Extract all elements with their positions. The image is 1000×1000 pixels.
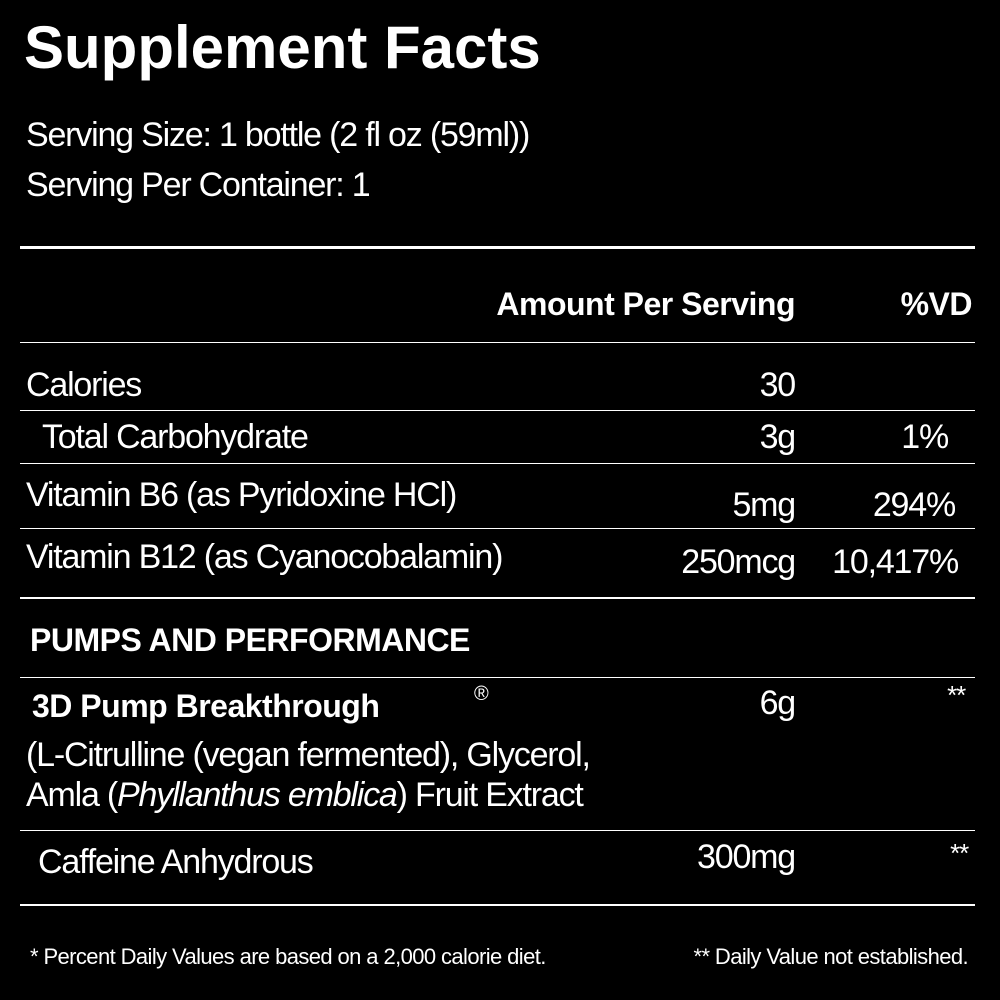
rule (20, 246, 975, 249)
row-name: Calories (26, 366, 142, 404)
row-dv: 10,417% (832, 543, 959, 581)
rule (20, 904, 975, 906)
rule (20, 342, 975, 343)
rule (20, 410, 975, 411)
blend-dv: ** (947, 680, 966, 710)
blend-description: (L-Citrulline (vegan fermented), Glycero… (26, 736, 591, 774)
blend-name: 3D Pump Breakthrough (32, 688, 380, 724)
servings-per-container: Serving Per Container: 1 (26, 166, 371, 204)
text: ) Fruit Extract (396, 776, 584, 814)
blend-description: Amla (Phyllanthus emblica) Fruit Extract (26, 776, 584, 814)
latin-name: Phyllanthus emblica (117, 776, 398, 814)
row-name: Vitamin B12 (as Cyanocobalamin) (26, 538, 503, 576)
footnote: ** Daily Value not established. (693, 944, 968, 969)
row-amount: 30 (759, 366, 797, 404)
row-dv: 1% (901, 418, 949, 456)
row-amount: 5mg (732, 486, 796, 524)
rule (20, 528, 975, 529)
footnote: * Percent Daily Values are based on a 2,… (30, 944, 546, 969)
row-name: Total Carbohydrate (42, 418, 309, 456)
row-dv: ** (950, 838, 969, 868)
registered-mark: ® (474, 683, 489, 705)
rule (20, 463, 975, 464)
dv-header: %VD (900, 286, 973, 322)
blend-amount: 6g (759, 684, 797, 722)
row-amount: 250mcg (681, 543, 796, 581)
row-name: Vitamin B6 (as Pyridoxine HCl) (26, 476, 457, 514)
serving-size: Serving Size: 1 bottle (2 fl oz (59ml)) (26, 116, 530, 154)
rule (20, 830, 975, 831)
row-amount: 300mg (697, 838, 796, 876)
text: Amla ( (26, 776, 118, 814)
section-title: PUMPS AND PERFORMANCE (30, 622, 470, 658)
amount-header: Amount Per Serving (496, 286, 795, 322)
row-name: Caffeine Anhydrous (38, 843, 314, 881)
rule (20, 677, 975, 678)
title: Supplement Facts (24, 14, 541, 81)
row-dv: 294% (872, 486, 956, 524)
rule (20, 597, 975, 599)
row-amount: 3g (759, 418, 797, 456)
